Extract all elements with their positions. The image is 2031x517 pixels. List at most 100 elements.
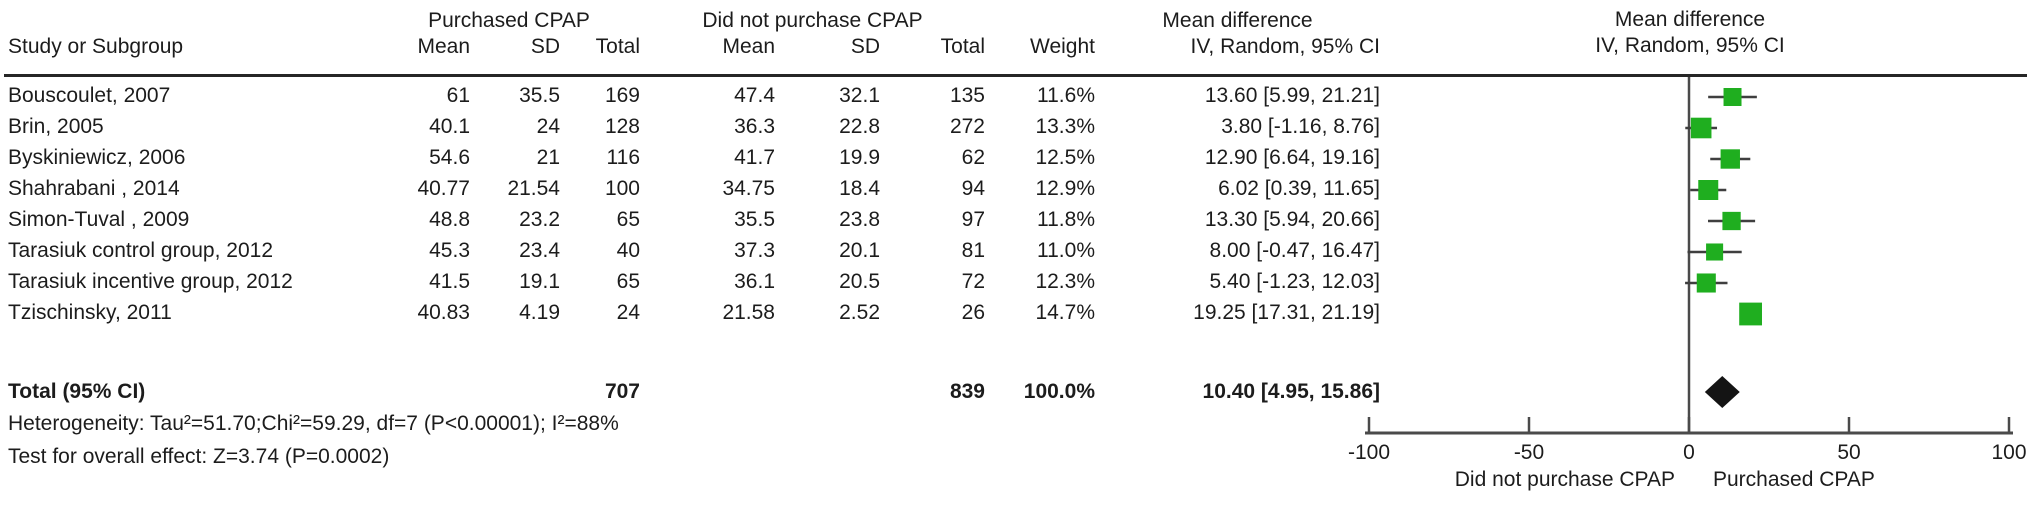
n-not-purchased: 272 — [949, 115, 985, 138]
axis-label-left: Did not purchase CPAP — [1455, 468, 1675, 491]
total-weight: 100.0% — [1023, 380, 1095, 403]
heterogeneity-note: Heterogeneity: Tau²=51.70;Chi²=59.29, df… — [8, 412, 619, 435]
study-name: Tzischinsky, 2011 — [8, 301, 172, 324]
sd-purchased: 21 — [536, 146, 560, 169]
column-group-mean-difference: Mean difference — [1162, 9, 1313, 32]
weight-value: 11.8% — [1037, 208, 1095, 231]
plot-header-method: IV, Random, 95% CI — [1595, 34, 1785, 57]
study-name: Bouscoulet, 2007 — [8, 84, 171, 107]
sd-not-purchased: 19.9 — [839, 146, 880, 169]
mean-purchased: 41.5 — [429, 270, 470, 293]
total-mean-2 — [640, 376, 775, 407]
weight-value: 11.0% — [1037, 239, 1095, 262]
column-header-mean-1: Mean — [417, 35, 470, 58]
mean-not-purchased: 36.1 — [734, 270, 775, 293]
n-not-purchased: 26 — [961, 301, 985, 324]
study-row: Tarasiuk incentive group, 2012 41.5 19.1… — [8, 266, 1380, 297]
column-group-not-purchased: Did not purchase CPAP — [702, 9, 923, 32]
effect-marker — [1696, 273, 1716, 293]
total-mean-1 — [378, 376, 470, 407]
mean-not-purchased: 35.5 — [734, 208, 775, 231]
study-row: Simon-Tuval , 2009 48.8 23.2 65 35.5 23.… — [8, 204, 1380, 235]
effect-marker — [1722, 211, 1741, 231]
overall-effect-note: Test for overall effect: Z=3.74 (P=0.000… — [8, 445, 390, 468]
effect-marker — [1723, 88, 1742, 106]
mean-purchased: 54.6 — [429, 146, 470, 169]
plot-header-mean-difference: Mean difference — [1614, 8, 1766, 31]
sd-not-purchased: 22.8 — [839, 115, 880, 138]
sd-not-purchased: 18.4 — [839, 177, 880, 200]
study-name: Tarasiuk incentive group, 2012 — [8, 270, 293, 293]
study-name: Brin, 2005 — [8, 115, 104, 138]
pooled-diamond — [1704, 376, 1740, 408]
sd-not-purchased: 2.52 — [839, 301, 880, 324]
effect-marker — [1739, 302, 1762, 326]
n-purchased: 128 — [604, 115, 640, 138]
weight-value: 12.5% — [1035, 146, 1095, 169]
n-not-purchased: 94 — [961, 177, 985, 200]
effect-marker — [1690, 117, 1712, 139]
sd-not-purchased: 20.5 — [839, 270, 880, 293]
sd-purchased: 35.5 — [519, 84, 560, 107]
column-header-weight: Weight — [1030, 35, 1095, 58]
study-rows: Bouscoulet, 2007 61 35.5 169 47.4 32.1 1… — [8, 80, 1380, 328]
x-axis-tick-label: 100 — [1991, 441, 2026, 464]
study-row: Tarasiuk control group, 2012 45.3 23.4 4… — [8, 235, 1380, 266]
mean-not-purchased: 21.58 — [722, 301, 775, 324]
column-header-ci: IV, Random, 95% CI — [1190, 35, 1381, 58]
weight-value: 12.3% — [1035, 270, 1095, 293]
ci-value: 13.60 [5.99, 21.21] — [1204, 84, 1380, 107]
total-ci: 10.40 [4.95, 15.86] — [1202, 380, 1380, 403]
column-header-mean-2: Mean — [722, 35, 775, 58]
total-sd-2 — [775, 376, 880, 407]
ci-value: 8.00 [-0.47, 16.47] — [1209, 239, 1380, 262]
x-axis-tick-label: -50 — [1514, 441, 1544, 464]
weight-value: 11.6% — [1037, 84, 1095, 107]
sd-not-purchased: 32.1 — [839, 84, 880, 107]
total-row: Total (95% CI) 707 839 100.0% 10.40 [4.9… — [8, 376, 1380, 407]
column-header-sd-2: SD — [850, 35, 880, 58]
total-sd-1 — [470, 376, 560, 407]
n-purchased: 116 — [606, 146, 640, 169]
study-row: Byskiniewicz, 2006 54.6 21 116 41.7 19.9… — [8, 142, 1380, 173]
total-label: Total (95% CI) — [8, 380, 146, 403]
study-name: Simon-Tuval , 2009 — [8, 208, 190, 231]
study-row: Brin, 2005 40.1 24 128 36.3 22.8 272 13.… — [8, 111, 1380, 142]
total-n-purchased: 707 — [604, 380, 640, 403]
mean-purchased: 45.3 — [429, 239, 470, 262]
n-not-purchased: 135 — [949, 84, 985, 107]
n-purchased: 65 — [616, 270, 640, 293]
mean-not-purchased: 41.7 — [734, 146, 775, 169]
study-name: Byskiniewicz, 2006 — [8, 146, 186, 169]
sd-purchased: 23.2 — [519, 208, 560, 231]
sd-not-purchased: 20.1 — [839, 239, 880, 262]
study-name: Shahrabani , 2014 — [8, 177, 180, 200]
study-row: Bouscoulet, 2007 61 35.5 169 47.4 32.1 1… — [8, 80, 1380, 111]
sd-not-purchased: 23.8 — [839, 208, 880, 231]
axis-label-right: Purchased CPAP — [1713, 468, 1875, 491]
n-purchased: 169 — [604, 84, 640, 107]
ci-value: 19.25 [17.31, 21.19] — [1193, 301, 1380, 324]
mean-not-purchased: 37.3 — [734, 239, 775, 262]
mean-not-purchased: 36.3 — [734, 115, 775, 138]
column-header-row: Study or Subgroup Mean SD Total Mean SD … — [8, 32, 1380, 62]
mean-purchased: 40.1 — [429, 115, 470, 138]
n-not-purchased: 62 — [961, 146, 985, 169]
mean-purchased: 48.8 — [429, 208, 470, 231]
sd-purchased: 4.19 — [519, 301, 560, 324]
study-row: Shahrabani , 2014 40.77 21.54 100 34.75 … — [8, 173, 1380, 204]
x-axis-tick-label: 0 — [1683, 441, 1695, 464]
mean-purchased: 40.77 — [417, 177, 470, 200]
effect-marker — [1698, 180, 1719, 200]
ci-value: 13.30 [5.94, 20.66] — [1204, 208, 1380, 231]
column-header-study: Study or Subgroup — [8, 35, 184, 58]
effect-marker — [1706, 243, 1724, 261]
n-not-purchased: 72 — [961, 270, 985, 293]
mean-purchased: 40.83 — [417, 301, 470, 324]
effect-marker — [1720, 149, 1740, 169]
study-name: Tarasiuk control group, 2012 — [8, 239, 273, 262]
mean-purchased: 61 — [446, 84, 470, 107]
n-purchased: 24 — [616, 301, 640, 324]
n-purchased: 65 — [616, 208, 640, 231]
